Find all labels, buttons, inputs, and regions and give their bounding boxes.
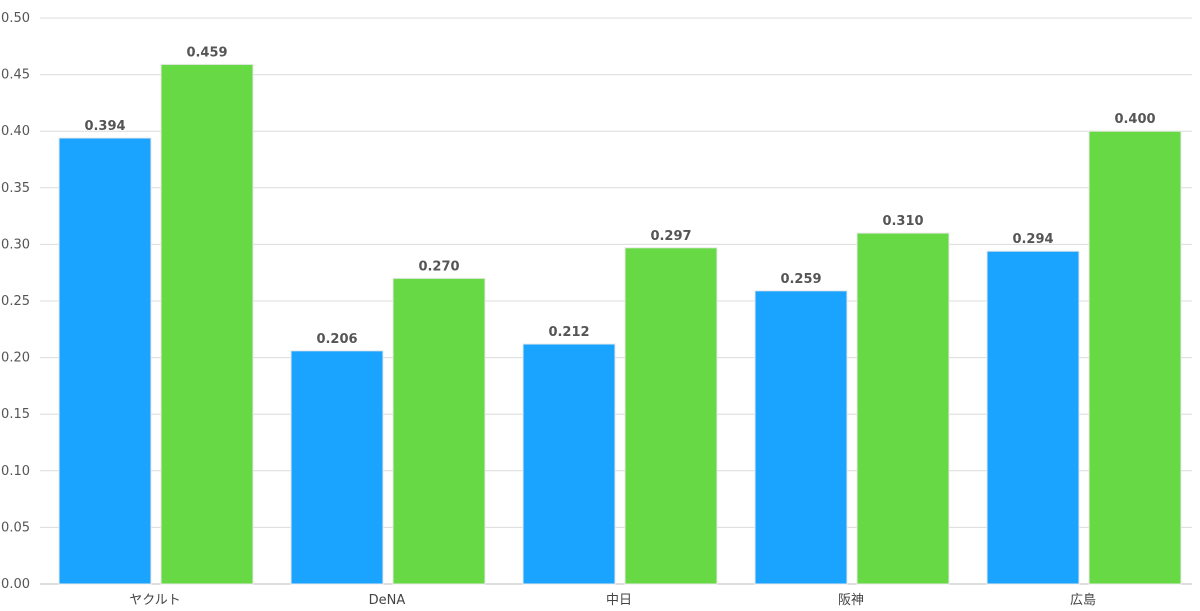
data-label: 0.297 — [650, 229, 691, 244]
bar-series2-1 — [392, 277, 486, 585]
x-category-label: 阪神 — [838, 593, 864, 608]
data-label: 0.394 — [84, 119, 125, 134]
bar-series1-4 — [986, 250, 1080, 585]
data-label: 0.310 — [882, 214, 923, 229]
bar-series1-2 — [522, 343, 616, 585]
y-tick-label: 0.35 — [1, 181, 30, 196]
data-label: 0.259 — [780, 272, 821, 287]
bar-series2-0 — [160, 63, 254, 585]
bar-series1-3 — [754, 290, 848, 585]
data-label: 0.212 — [548, 325, 589, 340]
y-tick-label: 0.25 — [1, 294, 30, 309]
bar-series1-1 — [290, 350, 384, 585]
bar-series2-3 — [856, 232, 950, 585]
bar-series1-0 — [58, 137, 152, 585]
data-label: 0.400 — [1114, 112, 1155, 127]
x-category-label: ヤクルト — [129, 593, 181, 608]
data-label: 0.206 — [316, 332, 357, 347]
x-category-label: 広島 — [1070, 593, 1096, 608]
y-tick-label: 0.05 — [1, 520, 30, 535]
data-label: 0.459 — [186, 45, 227, 60]
bar-series2-4 — [1088, 130, 1182, 585]
y-tick-label: 0.20 — [1, 351, 30, 366]
y-tick-label: 0.00 — [1, 577, 30, 592]
y-tick-label: 0.30 — [1, 237, 30, 252]
y-tick-label: 0.40 — [1, 124, 30, 139]
x-category-label: DeNA — [369, 593, 406, 608]
data-label: 0.270 — [418, 259, 459, 274]
y-tick-label: 0.15 — [1, 407, 30, 422]
bar-series2-2 — [624, 247, 718, 585]
x-category-label: 中日 — [606, 593, 632, 608]
y-tick-label: 0.50 — [1, 11, 30, 26]
y-tick-label: 0.45 — [1, 68, 30, 83]
data-label: 0.294 — [1012, 232, 1053, 247]
y-tick-label: 0.10 — [1, 464, 30, 479]
